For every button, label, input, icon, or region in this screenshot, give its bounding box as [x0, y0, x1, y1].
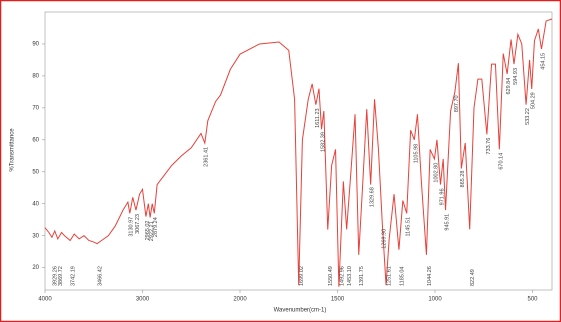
plot-box: [44, 11, 553, 291]
peak-label: 2879.24: [153, 217, 159, 237]
peak-label: 594.93: [513, 68, 519, 85]
y-tick-label: 70: [32, 105, 39, 111]
peak-label: 454.15: [540, 53, 546, 70]
peak-label: 1453.10: [347, 266, 353, 286]
peak-label: 733.76: [486, 138, 492, 155]
peak-label: 1044.26: [427, 266, 433, 286]
y-tick-label: 90: [32, 42, 39, 48]
peak-label: 2965.02: [145, 220, 151, 240]
peak-label: 1002.80: [433, 163, 439, 183]
peak-label: 2361.41: [204, 147, 210, 167]
x-tick-label: 3000: [136, 297, 150, 303]
peak-label: 3742.19: [71, 266, 77, 286]
peak-label: 670.14: [498, 153, 504, 170]
x-tick-label: 500: [527, 297, 538, 303]
y-tick-label: 80: [32, 73, 39, 79]
peak-label: 822.49: [470, 269, 476, 286]
peak-label: 3466.42: [97, 266, 103, 286]
x-tick-label: 2000: [233, 297, 247, 303]
x-tick-label: 1000: [428, 297, 442, 303]
peak-label: 1699.02: [299, 266, 305, 286]
y-tick-label: 20: [32, 265, 39, 271]
peak-label: 1251.61: [386, 266, 392, 286]
spectrum-line: [44, 18, 553, 287]
y-tick-label: 30: [32, 233, 39, 239]
peak-label: 629.84: [506, 78, 512, 95]
peak-label: 1145.51: [406, 217, 412, 236]
peak-label: 1391.75: [359, 266, 365, 286]
peak-label: 533.22: [525, 108, 531, 125]
peak-label: 3130.97: [129, 217, 135, 237]
y-tick-label: 40: [32, 201, 39, 207]
x-tick-label: 1500: [331, 297, 345, 303]
peak-label: 1269.90: [381, 229, 387, 249]
peak-label: 3929.26: [52, 266, 58, 286]
peak-label: 945.91: [445, 214, 451, 231]
peak-label: 1492.96: [339, 266, 345, 286]
peak-label: 1329.68: [370, 187, 376, 207]
y-axis-label: %Transmittance: [10, 128, 16, 172]
peak-label: 504.29: [531, 92, 537, 109]
peak-label: 897.70: [454, 95, 460, 112]
peak-label: 3067.23: [135, 214, 141, 234]
peak-label: 2922.21: [149, 221, 155, 241]
x-tick-label: 4000: [38, 297, 52, 303]
y-tick-label: 50: [32, 169, 39, 175]
y-tick-label: 60: [32, 137, 39, 143]
peak-label: 1185.04: [399, 267, 405, 286]
x-axis-label: Wavenumber(cm-1): [274, 308, 327, 314]
peak-label: 1550.49: [328, 266, 334, 286]
peak-label: 1582.39: [320, 132, 326, 152]
peak-label: 3869.72: [58, 266, 64, 286]
peak-label: 971.96: [439, 188, 445, 205]
peak-label: 1611.23: [315, 108, 321, 127]
peak-label: 1105.98: [413, 144, 419, 163]
peak-label: 865.28: [460, 171, 466, 188]
